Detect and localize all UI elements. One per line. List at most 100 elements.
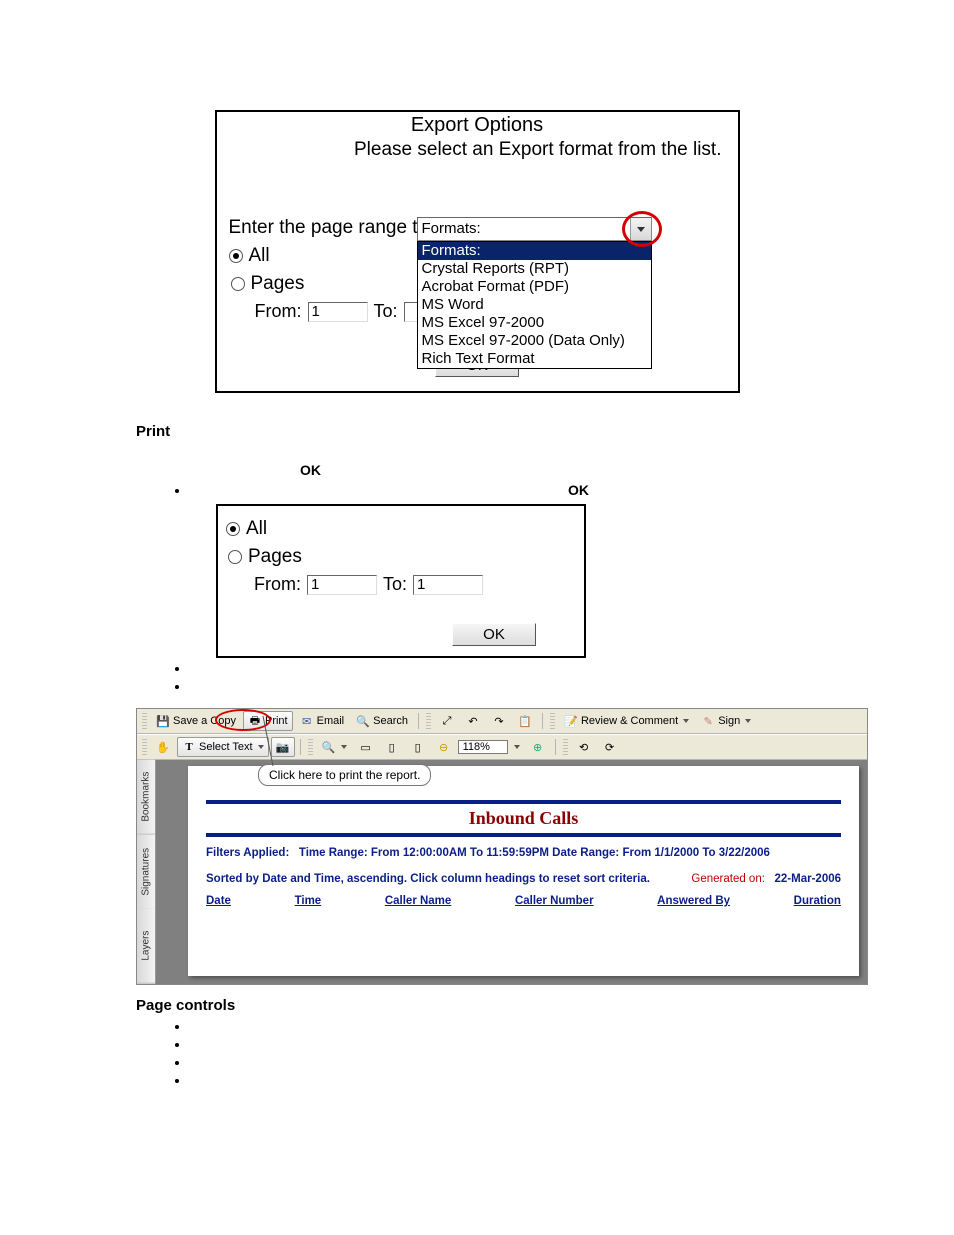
binoculars-icon: 🔍 (356, 714, 370, 728)
radio-pages-label: Pages (251, 273, 305, 295)
column-header[interactable]: Answered By (657, 895, 730, 907)
printer-icon: 🖶 (248, 714, 262, 728)
ok-button[interactable]: OK (452, 623, 536, 646)
zoom-value-box[interactable]: 118% (458, 740, 508, 754)
section-heading-print: Print (136, 423, 894, 440)
toolbar-grip (308, 739, 313, 755)
acrobat-toolbar-main: 💾 Save a Copy 🖶 Print ✉ Email 🔍 Search ⤢… (137, 709, 867, 734)
chevron-down-icon (745, 719, 751, 723)
chevron-down-icon (683, 719, 689, 723)
to-label: To: (374, 301, 398, 322)
acrobat-viewer: 💾 Save a Copy 🖶 Print ✉ Email 🔍 Search ⤢… (136, 708, 868, 985)
from-label: From: (254, 574, 301, 595)
filters-applied-label: Filters Applied: (206, 847, 289, 859)
radio-all[interactable] (226, 522, 240, 536)
snapshot-tool-button[interactable]: 📷 (271, 737, 295, 757)
dropdown-option[interactable]: Crystal Reports (RPT) (418, 260, 651, 278)
chevron-down-icon (341, 745, 347, 749)
from-input[interactable]: 1 (307, 575, 377, 595)
save-copy-label: Save a Copy (173, 715, 236, 727)
clipboard-button[interactable]: 📋 (513, 711, 537, 731)
dropdown-option[interactable]: Acrobat Format (PDF) (418, 278, 651, 296)
column-header[interactable]: Time (295, 895, 322, 907)
expand-icon-button[interactable]: ⤢ (435, 711, 459, 731)
bullet-item (190, 678, 894, 694)
dropdown-option[interactable]: Rich Text Format (418, 350, 651, 368)
dropdown-option[interactable]: Formats: (418, 242, 651, 260)
fit-page-button[interactable]: ▭ (354, 737, 378, 757)
hand-tool-button[interactable]: ✋ (151, 737, 175, 757)
callout-bubble: Click here to print the report. (258, 764, 431, 786)
acrobat-side-tabs: Bookmarks Signatures Layers (137, 760, 156, 984)
filters-applied-text: Time Range: From 12:00:00AM To 11:59:59P… (299, 847, 770, 859)
radio-pages-row[interactable]: Pages (228, 546, 576, 568)
formats-dropdown-list[interactable]: Formats: Crystal Reports (RPT) Acrobat F… (417, 241, 652, 369)
report-title: Inbound Calls (469, 808, 579, 828)
search-button[interactable]: 🔍 Search (351, 711, 413, 731)
report-title-bar: Inbound Calls (206, 800, 841, 837)
column-header[interactable]: Caller Number (515, 895, 594, 907)
column-header[interactable]: Date (206, 895, 231, 907)
select-text-button[interactable]: T Select Text (177, 737, 269, 757)
rotate-ccw-button[interactable]: ⟲ (572, 737, 596, 757)
toolbar-grip (550, 713, 555, 729)
bullet-item: OK All Pages From: 1 To: 1 OK (190, 482, 894, 658)
search-label: Search (373, 715, 408, 727)
camera-icon: 📷 (276, 740, 290, 754)
toolbar-separator (542, 713, 543, 729)
zoom-tool-button[interactable]: 🔍 (317, 737, 352, 757)
dropdown-option[interactable]: MS Excel 97-2000 (418, 314, 651, 332)
side-tab-layers[interactable]: Layers (137, 909, 155, 984)
zoom-in-button[interactable]: ⊕ (526, 737, 550, 757)
hand-fwd-button[interactable]: ↷ (487, 711, 511, 731)
pen-icon: ✎ (701, 714, 715, 728)
inline-ok-text: OK (300, 462, 321, 478)
report-page: Click here to print the report. Inbound … (188, 766, 859, 976)
document-page: Export Options Please select an Export f… (0, 0, 954, 1152)
section-heading-page-controls: Page controls (136, 997, 894, 1014)
side-tab-signatures[interactable]: Signatures (137, 835, 155, 910)
toolbar-separator (300, 739, 301, 755)
select-text-label: Select Text (199, 741, 253, 753)
export-options-dialog: Export Options Please select an Export f… (215, 110, 740, 393)
radio-all[interactable] (229, 249, 243, 263)
formats-combobox[interactable]: Formats: (417, 217, 652, 241)
page-icon: ▯ (411, 740, 425, 754)
radio-all-label: All (249, 245, 270, 267)
plus-icon: ⊕ (531, 740, 545, 754)
hand-back-button[interactable]: ↶ (461, 711, 485, 731)
dialog-subtitle: Please select an Export format from the … (217, 137, 738, 167)
bullet-item (190, 1054, 894, 1070)
radio-pages[interactable] (231, 277, 245, 291)
column-header[interactable]: Caller Name (385, 895, 451, 907)
zoom-out-button[interactable]: ⊖ (432, 737, 456, 757)
page-range-dialog: All Pages From: 1 To: 1 OK (216, 504, 586, 658)
print-button[interactable]: 🖶 Print (243, 711, 293, 731)
email-button[interactable]: ✉ Email (295, 711, 350, 731)
redo-icon: ↷ (492, 714, 506, 728)
radio-pages-label: Pages (248, 546, 302, 568)
hand-icon: ✋ (156, 740, 170, 754)
toolbar-grip (426, 713, 431, 729)
sign-button[interactable]: ✎ Sign (696, 711, 756, 731)
dropdown-option[interactable]: MS Word (418, 296, 651, 314)
side-tab-bookmarks[interactable]: Bookmarks (137, 760, 155, 835)
bullet-item (190, 660, 894, 676)
radio-all-row[interactable]: All (226, 518, 576, 540)
to-label: To: (383, 574, 407, 595)
combobox-dropdown-button[interactable] (630, 218, 651, 240)
from-input[interactable]: 1 (308, 302, 368, 322)
review-comment-button[interactable]: 📝 Review & Comment (559, 711, 694, 731)
save-copy-button[interactable]: 💾 Save a Copy (151, 711, 241, 731)
generated-on-date: 22-Mar-2006 (775, 873, 841, 885)
chevron-down-icon (258, 745, 264, 749)
column-header[interactable]: Duration (794, 895, 841, 907)
bullet-item (190, 1018, 894, 1034)
from-label: From: (255, 301, 302, 322)
radio-pages[interactable] (228, 550, 242, 564)
to-input[interactable]: 1 (413, 575, 483, 595)
rotate-cw-button[interactable]: ⟳ (598, 737, 622, 757)
fit-width-button[interactable]: ▯ (380, 737, 404, 757)
dropdown-option[interactable]: MS Excel 97-2000 (Data Only) (418, 332, 651, 350)
actual-size-button[interactable]: ▯ (406, 737, 430, 757)
